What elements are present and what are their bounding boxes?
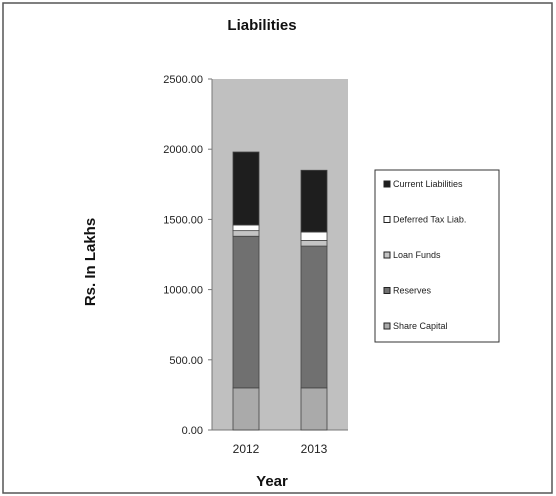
bar-group — [232, 151, 328, 431]
bar-segment-current-liabilities-2013 — [300, 169, 328, 233]
legend-label: Loan Funds — [393, 250, 441, 260]
x-tick-label: 2013 — [301, 442, 328, 456]
y-axis-title: Rs. In Lakhs — [82, 218, 99, 306]
legend: Current Liabilities Deferred Tax Liab. Loa… — [383, 179, 466, 331]
x-tick-label: 2012 — [233, 442, 260, 456]
y-tick-label: 2000.00 — [163, 144, 203, 156]
legend-box — [374, 169, 500, 343]
y-tick-label: 1000.00 — [163, 285, 203, 297]
bar-segment-reserves-2013 — [300, 245, 328, 389]
y-tick-label: 500.00 — [169, 355, 203, 367]
chart-title: Liabilities — [227, 17, 296, 34]
legend-swatch — [383, 287, 391, 294]
y-tick-label: 1500.00 — [163, 214, 203, 226]
plot-area — [212, 79, 348, 430]
legend-swatch — [383, 322, 391, 330]
bar-segment-share-capital-2013 — [300, 387, 328, 431]
legend-label: Share Capital — [393, 321, 448, 331]
legend-swatch — [383, 180, 391, 188]
x-tick-group: 2012 2013 — [233, 442, 328, 456]
x-axis-title: Year — [256, 473, 288, 490]
legend-swatch — [383, 216, 391, 223]
bar-segment-deferred-tax-liab-2012 — [232, 224, 260, 232]
bar-segment-loan-funds-2012 — [232, 230, 260, 237]
bar-segment-reserves-2012 — [232, 235, 260, 389]
y-tick-label: 2500.00 — [163, 74, 203, 86]
bar-segment-loan-funds-2013 — [300, 240, 328, 247]
bar-segment-share-capital-2012 — [232, 387, 260, 431]
legend-label: Current Liabilities — [393, 179, 463, 189]
legend-label: Deferred Tax Liab. — [393, 215, 466, 225]
y-tick-group: 0.00 500.00 1000.00 1500.00 2000.00 2500.00 — [163, 74, 212, 437]
legend-label: Reserves — [393, 286, 432, 296]
legend-swatch — [383, 251, 391, 259]
bar-segment-current-liabilities-2012 — [232, 151, 260, 226]
bar-segment-deferred-tax-liab-2013 — [300, 231, 328, 241]
y-tick-label: 0.00 — [182, 425, 203, 437]
